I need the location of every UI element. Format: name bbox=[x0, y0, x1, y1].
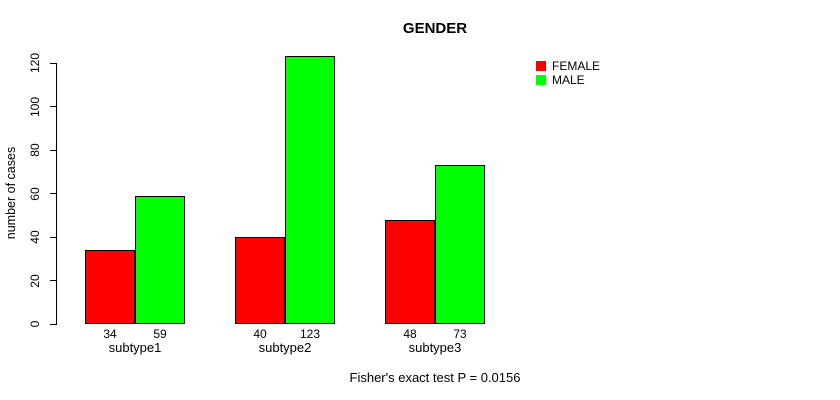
legend-label-male: MALE bbox=[552, 73, 585, 87]
bar-value-label: 48 bbox=[403, 327, 417, 341]
bar-male-subtype1 bbox=[135, 195, 185, 324]
annotation-fisher-test: Fisher's exact test P = 0.0156 bbox=[349, 370, 521, 385]
y-axis-line bbox=[56, 63, 57, 325]
legend-row-female: FEMALE bbox=[536, 59, 601, 73]
category-label-subtype1: subtype1 bbox=[108, 340, 162, 355]
y-tick bbox=[50, 323, 57, 325]
bar-male-subtype2 bbox=[285, 56, 335, 324]
legend-swatch-male bbox=[536, 75, 546, 85]
bar-value-label: 59 bbox=[153, 327, 167, 341]
y-tick bbox=[50, 193, 57, 194]
bar-value-label: 34 bbox=[103, 327, 117, 341]
legend-row-male: MALE bbox=[536, 73, 600, 87]
y-tick bbox=[50, 149, 57, 151]
chart-title: GENDER bbox=[402, 20, 468, 37]
y-axis-title: number of cases bbox=[4, 146, 18, 240]
y-tick-label: 60 bbox=[28, 186, 42, 201]
bar-female-subtype1 bbox=[85, 250, 135, 324]
y-tick bbox=[50, 106, 57, 107]
category-label-subtype3: subtype3 bbox=[408, 340, 462, 355]
y-tick bbox=[50, 236, 57, 238]
category-label-subtype2: subtype2 bbox=[258, 340, 312, 355]
y-tick-label: 40 bbox=[28, 230, 42, 244]
bar-female-subtype3 bbox=[385, 219, 435, 324]
legend-swatch-female bbox=[536, 61, 546, 71]
y-tick-label: 120 bbox=[28, 52, 42, 74]
y-tick bbox=[50, 62, 57, 64]
legend: FEMALE MALE bbox=[536, 59, 601, 87]
bar-value-label: 40 bbox=[253, 327, 267, 341]
bar-value-label: 73 bbox=[453, 327, 467, 341]
bar-male-subtype3 bbox=[435, 165, 485, 324]
bar-value-label: 123 bbox=[299, 327, 321, 341]
y-tick-label: 0 bbox=[28, 320, 42, 328]
y-tick bbox=[50, 280, 57, 281]
bar-female-subtype2 bbox=[235, 237, 285, 324]
y-tick-label: 80 bbox=[28, 143, 42, 157]
y-tick-label: 20 bbox=[28, 273, 42, 288]
legend-label-female: FEMALE bbox=[552, 59, 601, 73]
y-tick-label: 100 bbox=[28, 96, 42, 117]
